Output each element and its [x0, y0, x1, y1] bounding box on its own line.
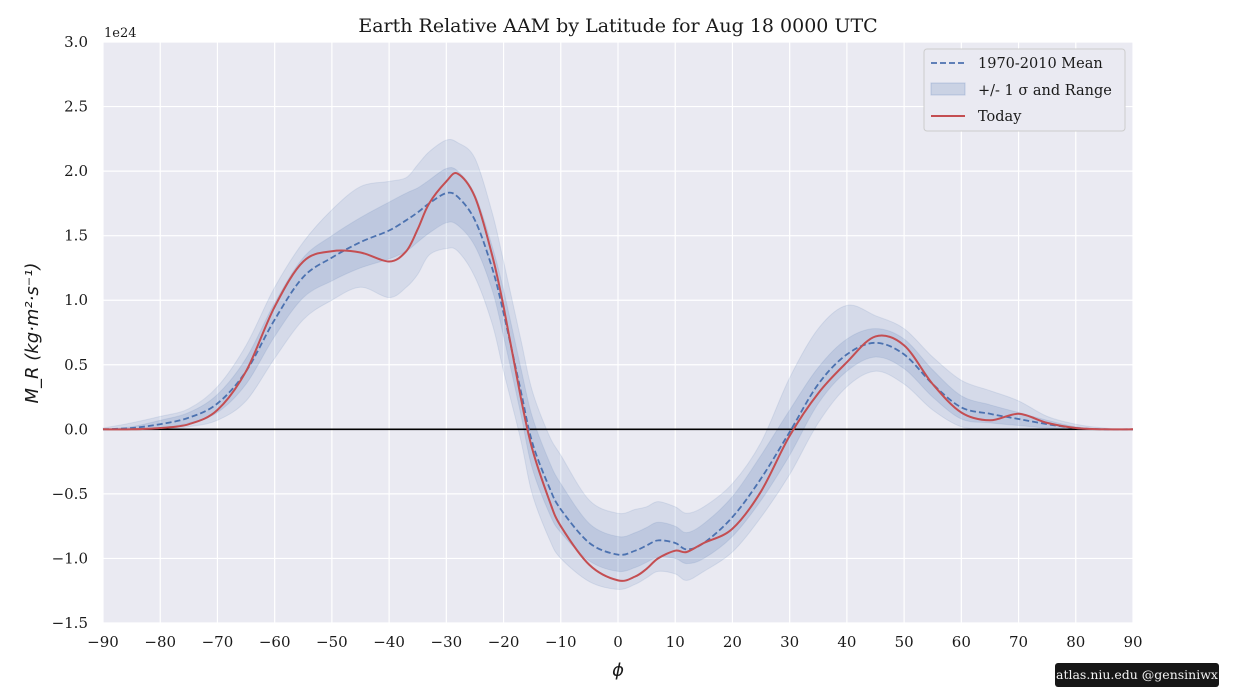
chart-title: Earth Relative AAM by Latitude for Aug 1…: [358, 15, 877, 37]
x-tick-label: 20: [723, 633, 742, 651]
x-tick-label: −50: [316, 633, 348, 651]
y-tick-label: 1.5: [64, 227, 88, 245]
x-tick-label: −80: [144, 633, 176, 651]
x-axis-label: ϕ: [612, 660, 624, 681]
grid: [102, 41, 1134, 624]
x-tick-label: 0: [613, 633, 623, 651]
legend-box: [923, 48, 1126, 132]
y-tick-label: −1.0: [52, 549, 88, 567]
x-tick-label: 90: [1123, 633, 1142, 651]
x-tick-label: −70: [202, 633, 234, 651]
x-tick-label: −90: [87, 633, 119, 651]
x-tick-label: 10: [666, 633, 685, 651]
x-tick-label: −10: [545, 633, 577, 651]
x-tick-label: 70: [1009, 633, 1028, 651]
legend-label-today: Today: [978, 109, 1022, 125]
x-tick-label: 50: [895, 633, 914, 651]
x-tick-label: 60: [952, 633, 971, 651]
y-tick-label: −1.5: [52, 614, 88, 632]
y-tick-label: 2.0: [64, 162, 88, 180]
x-tick-label: −30: [431, 633, 463, 651]
y-tick-label: 1.0: [64, 291, 88, 309]
x-tick-label: −40: [373, 633, 405, 651]
legend-label-mean: 1970-2010 Mean: [978, 56, 1103, 72]
y-tick-label: 3.0: [64, 33, 88, 51]
y-offset-label: 1e24: [104, 26, 137, 41]
x-tick-label: 40: [837, 633, 856, 651]
x-tick-label: 80: [1066, 633, 1085, 651]
x-tick-label: −60: [259, 633, 291, 651]
legend-swatch-band: [930, 82, 966, 96]
y-tick-label: 0.5: [64, 356, 88, 374]
x-tick-label: −20: [488, 633, 520, 651]
x-tick-label: 30: [780, 633, 799, 651]
mean-line: [102, 191, 1134, 556]
legend: 1970-2010 Mean +/- 1 σ and Range Today: [923, 48, 1126, 132]
credit-badge: atlas.niu.edu @gensiniwx: [1055, 663, 1219, 687]
tick-labels: −90 −80 −70 −60 −50 −40 −30 −20 −10 0 10 20 30 40 50 60…: [52, 33, 1143, 651]
y-tick-label: 2.5: [64, 98, 88, 116]
legend-label-band: +/- 1 σ and Range: [978, 83, 1112, 99]
y-tick-label: −0.5: [52, 485, 88, 503]
lines: [102, 172, 1134, 582]
today-line: [102, 172, 1134, 582]
y-axis-label: M_R (kg·m²·s⁻¹): [22, 263, 43, 404]
y-tick-label: 0.0: [64, 420, 88, 438]
